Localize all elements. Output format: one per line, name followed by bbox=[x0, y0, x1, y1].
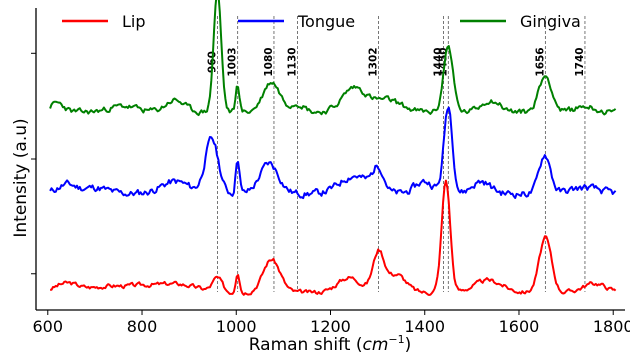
axes: 600 800 1000 1200 1400 1600 1800 bbox=[31, 8, 630, 336]
x-tick-label: 1400 bbox=[404, 317, 445, 336]
legend: Lip Tongue Gingiva bbox=[62, 12, 581, 31]
x-tick-label: 1200 bbox=[310, 317, 351, 336]
x-axis-title: Raman shift (cm−1) bbox=[249, 333, 412, 354]
peak-label-1302: 1302 bbox=[368, 47, 380, 76]
peak-label-1003: 1003 bbox=[227, 47, 239, 76]
series-line-lip bbox=[50, 179, 617, 296]
x-axis-title-unit-exponent: −1 bbox=[388, 333, 404, 346]
y-axis-title: Intensity (a.u) bbox=[11, 118, 31, 237]
peak-label-1656: 1656 bbox=[534, 47, 546, 76]
x-tick-label: 1000 bbox=[216, 317, 257, 336]
peak-label-1440: 1440 bbox=[433, 47, 445, 76]
peak-label-1130: 1130 bbox=[287, 47, 299, 76]
peak-label-1740: 1740 bbox=[574, 47, 586, 76]
series-line-gingiva bbox=[49, 0, 617, 117]
legend-label-gingiva: Gingiva bbox=[520, 12, 581, 31]
x-tick-label: 800 bbox=[127, 317, 158, 336]
legend-label-lip: Lip bbox=[122, 12, 146, 31]
x-tick-label: 1800 bbox=[593, 317, 630, 336]
x-tick-label: 600 bbox=[33, 317, 64, 336]
x-tick-label: 1600 bbox=[499, 317, 540, 336]
peak-label-1080: 1080 bbox=[263, 47, 275, 76]
x-axis-title-unit: cm bbox=[362, 335, 388, 354]
x-axis-title-main: Raman shift bbox=[249, 335, 351, 354]
series-line-tongue bbox=[49, 106, 617, 200]
series-lines bbox=[49, 0, 617, 296]
legend-label-tongue: Tongue bbox=[297, 12, 355, 31]
